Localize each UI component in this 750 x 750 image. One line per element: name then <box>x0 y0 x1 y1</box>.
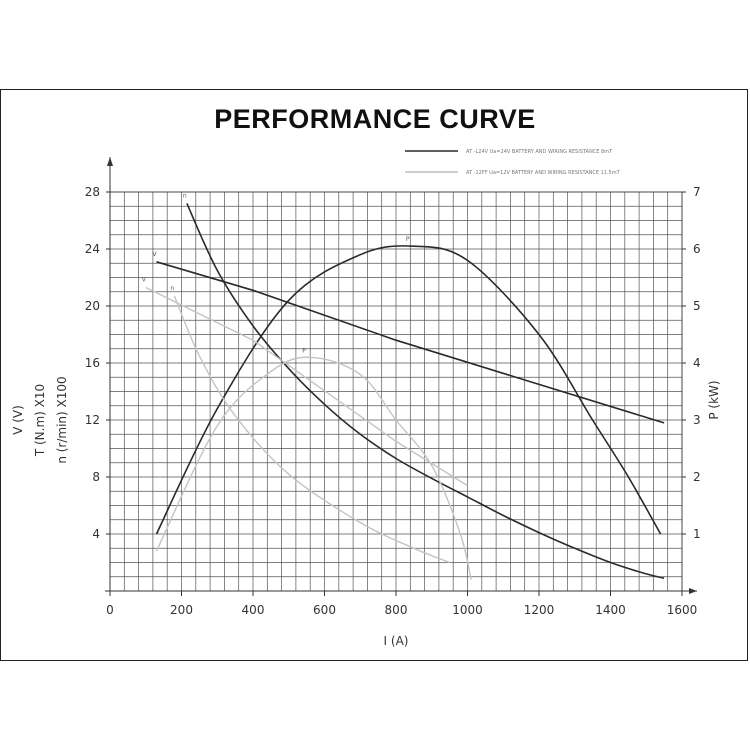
series-curves: Vn P Vn P <box>142 192 665 580</box>
x-tick-label: 1200 <box>524 603 555 617</box>
axes <box>105 157 697 596</box>
y-left-tick-label: 12 <box>85 413 100 427</box>
curve-v-12v <box>145 286 468 487</box>
legend: AT -L24V Ua=24V BATTERY AND WIRING RESIS… <box>405 149 621 176</box>
y-right-tick-label: 4 <box>693 356 701 370</box>
y-left-axis-label: T (N.m) X10 <box>33 384 47 457</box>
chart-title: PERFORMANCE CURVE <box>214 104 536 134</box>
x-tick-label: 800 <box>385 603 408 617</box>
y-left-tick-label: 8 <box>92 470 100 484</box>
y-left-axis-label: n (r/min) X100 <box>55 376 69 463</box>
y-right-axis-label: P (kW) <box>707 380 721 419</box>
x-axis-arrow <box>689 588 697 594</box>
chart-frame <box>0 89 748 661</box>
y-right-tick-label: 2 <box>693 470 701 484</box>
x-tick-label: 1000 <box>452 603 483 617</box>
grid-lines <box>110 192 682 591</box>
curve-label-p: P <box>302 347 306 354</box>
legend-label: AT -L24V Ua=24V BATTERY AND WIRING RESIS… <box>466 149 613 155</box>
y-left-tick-label: 24 <box>85 242 100 256</box>
y-left-axis-label: V (V) <box>11 405 25 435</box>
y-right-tick-label: 6 <box>693 242 701 256</box>
y-left-tick-label: 16 <box>85 356 100 370</box>
y-left-tick-label: 28 <box>85 185 100 199</box>
legend-label: AT -12FF Ua=12V BATTERY AND WIRING RESIS… <box>466 170 621 176</box>
curve-p-12v <box>155 356 472 580</box>
y-right-tick-label: 7 <box>693 185 701 199</box>
y-right-tick-label: 3 <box>693 413 701 427</box>
curve-n-24v <box>186 203 665 579</box>
x-axis-label: I (A) <box>384 634 409 648</box>
curve-label-n: n <box>183 192 187 199</box>
curve-label-v: V <box>142 276 147 283</box>
curve-label-v: V <box>152 251 157 258</box>
x-tick-label: 1400 <box>595 603 626 617</box>
x-tick-label: 200 <box>170 603 193 617</box>
y-axis-left-arrow <box>107 157 113 166</box>
x-tick-label: 0 <box>106 603 114 617</box>
curve-label-n: n <box>170 285 174 292</box>
curve-p-24v <box>155 245 662 535</box>
y-right-tick-label: 1 <box>693 527 701 541</box>
curve-v-24v <box>156 261 665 424</box>
x-tick-label: 1600 <box>667 603 698 617</box>
y-left-tick-label: 4 <box>92 527 100 541</box>
curve-n-12v <box>173 295 450 564</box>
y-left-tick-label: 20 <box>85 299 100 313</box>
y-right-tick-label: 5 <box>693 299 701 313</box>
x-tick-label: 400 <box>242 603 265 617</box>
curve-label-p: P <box>406 236 410 243</box>
x-tick-label: 600 <box>313 603 336 617</box>
